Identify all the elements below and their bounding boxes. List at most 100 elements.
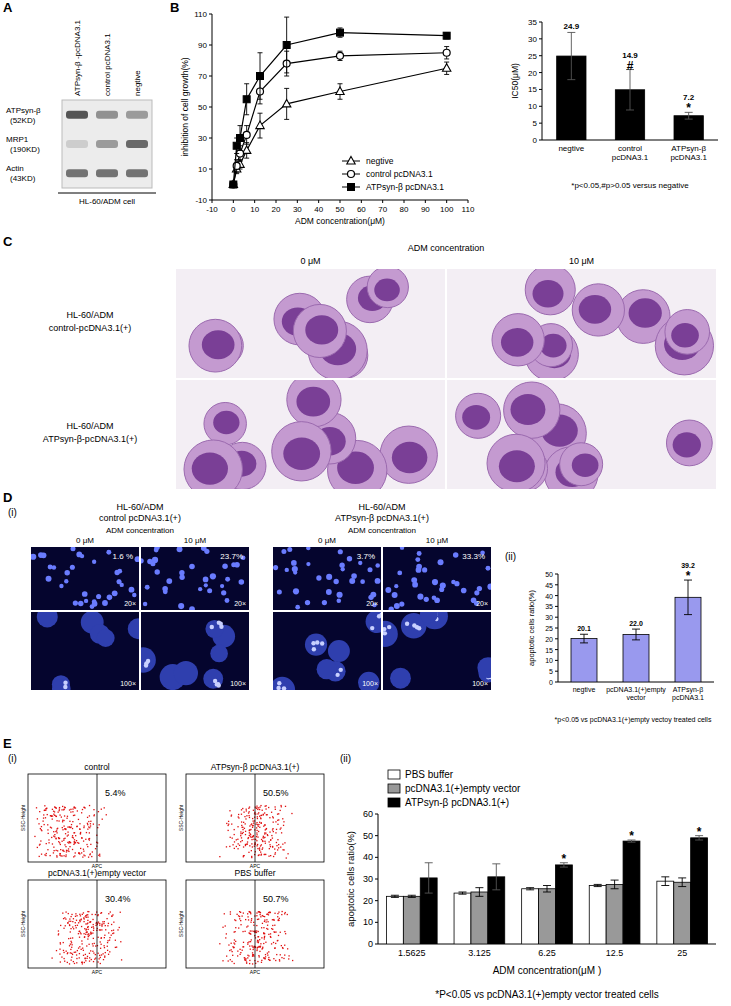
flow-event: [278, 813, 279, 814]
flow-event: [107, 925, 108, 926]
flow-event: [258, 831, 259, 832]
cell: [287, 380, 341, 427]
error-bar: [632, 629, 640, 640]
legend-label: negtive: [366, 156, 394, 166]
y-tick: [209, 138, 212, 139]
flow-event: [248, 808, 249, 809]
flow-event: [239, 845, 240, 846]
flow-event: [78, 819, 79, 820]
flow-event: [232, 844, 233, 845]
y-tick-label: 35: [528, 18, 537, 27]
flow-event: [87, 923, 88, 924]
x-tick-label: controlpcDNA3.1: [612, 144, 649, 162]
flow-event: [86, 917, 87, 918]
flow-event: [292, 960, 293, 961]
nucleus: [154, 548, 159, 553]
flow-event: [79, 853, 80, 854]
y-tick: [555, 617, 558, 618]
y-tick: [539, 123, 542, 124]
nucleus: [287, 547, 292, 552]
flow-event: [272, 837, 273, 838]
nucleus: [135, 556, 139, 562]
significance-mark: #: [627, 59, 634, 73]
flow-event: [104, 807, 105, 808]
apoptotic-body: [216, 683, 220, 687]
flow-event: [83, 917, 84, 918]
nucleus: [222, 564, 227, 569]
flow-event: [101, 954, 102, 955]
error-bar: [543, 886, 551, 893]
marker: [443, 32, 450, 39]
flow-event: [73, 815, 74, 816]
nucleus: [73, 600, 78, 605]
error-bar: [580, 634, 588, 643]
flow-event: [44, 805, 45, 806]
fluorescence-nuclei: [273, 547, 380, 610]
flow-event: [259, 946, 260, 947]
significance-mark: *: [629, 829, 634, 843]
flow-event: [71, 953, 72, 954]
flow-event: [264, 832, 265, 833]
nucleus: [80, 554, 84, 558]
flow-event: [271, 835, 272, 836]
flow-event: [234, 841, 235, 842]
flow-event: [64, 917, 65, 918]
apoptotic-body: [311, 641, 315, 645]
x-tick-label: negtive: [573, 686, 596, 694]
flow-event: [60, 844, 61, 845]
flow-event: [256, 925, 257, 926]
flow-event: [62, 829, 63, 830]
flow-event: [52, 843, 53, 844]
flow-event: [242, 840, 243, 841]
flow-event: [274, 806, 275, 807]
error-bar: [238, 126, 243, 151]
flow-event: [261, 960, 262, 961]
flow-event: [77, 826, 78, 827]
flow-event: [42, 820, 43, 821]
y-tick: [539, 55, 542, 56]
flow-event: [258, 931, 259, 932]
flow-event: [283, 958, 284, 959]
flow-event: [88, 933, 89, 934]
flow-event: [98, 958, 99, 959]
y-tick-label: 40: [545, 593, 553, 600]
flow-event: [84, 936, 85, 937]
flow-event: [93, 924, 94, 925]
micrograph-cells: [456, 382, 713, 489]
flow-event: [90, 821, 91, 822]
flow-event: [275, 832, 276, 833]
nucleus: [474, 590, 479, 595]
nucleus: [358, 561, 362, 565]
flow-event: [247, 944, 248, 945]
flow-event: [273, 856, 274, 857]
flow-event: [251, 837, 252, 838]
y-tick: [209, 107, 212, 108]
nucleus: [295, 605, 300, 610]
nucleus: [152, 557, 158, 563]
flow-event: [63, 820, 64, 821]
flow-event: [256, 822, 257, 823]
percent-label: 33.3%: [462, 552, 485, 561]
flow-event: [84, 807, 85, 808]
flow-event: [91, 914, 92, 915]
flow-event: [58, 930, 59, 931]
flow-event: [69, 945, 70, 946]
flow-event: [100, 957, 101, 958]
flow-event: [107, 942, 108, 943]
flow-event: [277, 940, 278, 941]
flow-event: [93, 823, 94, 824]
flow-event: [241, 837, 242, 838]
flow-event: [268, 807, 269, 808]
flow-event: [269, 960, 270, 961]
flow-event: [258, 940, 259, 941]
flow-event: [238, 817, 239, 818]
flow-event: [228, 824, 229, 825]
nucleus: [107, 595, 113, 601]
flow-event: [275, 852, 276, 853]
marker: [237, 135, 244, 142]
flow-event: [83, 950, 84, 951]
flow-event: [257, 809, 258, 810]
data-label: 7.2: [683, 93, 695, 102]
flow-event: [252, 952, 253, 953]
flow-event: [270, 933, 271, 934]
